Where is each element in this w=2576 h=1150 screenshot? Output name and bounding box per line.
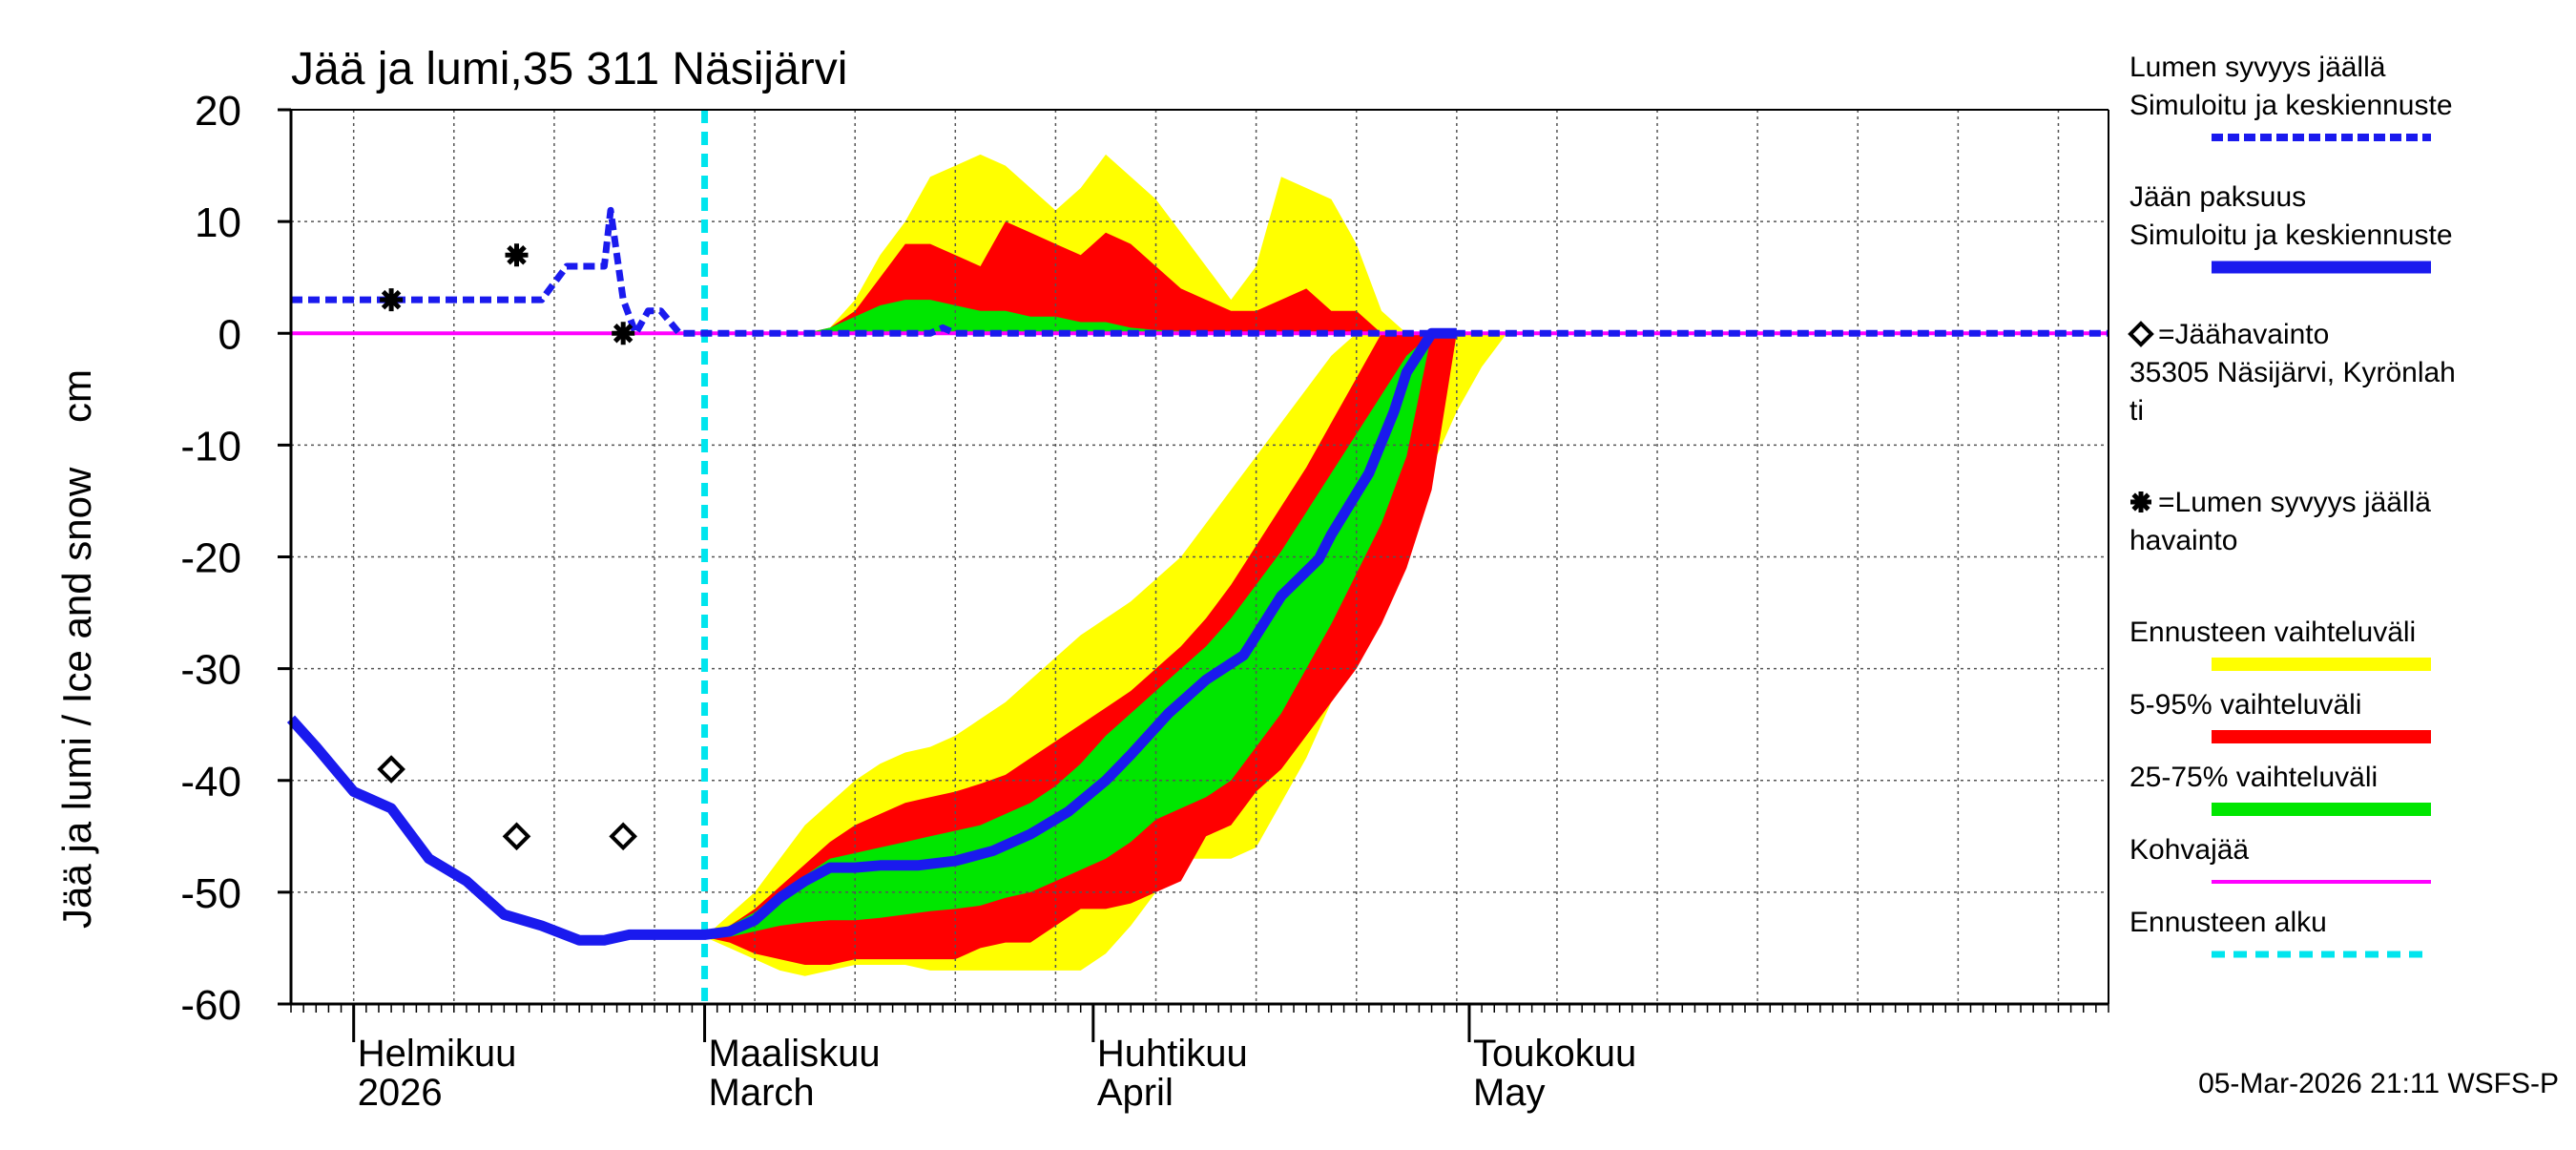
y-tick-label: 10 <box>195 199 241 246</box>
ice-observation-marker <box>609 822 637 851</box>
y-tick-label: -60 <box>180 982 241 1029</box>
snow-observation-marker <box>612 322 635 345</box>
legend-label-line3: ti <box>2129 395 2144 427</box>
snow-observation-marker <box>380 288 404 312</box>
forecast-bands <box>704 154 1507 976</box>
grid <box>291 109 2109 1005</box>
y-axis-label: Jää ja lumi / Ice and snow cm <box>54 369 99 929</box>
legend: Lumen syvyys jäällä Simuloitu ja keskienn… <box>2128 52 2456 958</box>
x-month-label: Toukokuu <box>1473 1033 1636 1075</box>
legend-label: 5-95% vaihteluväli <box>2129 689 2361 721</box>
legend-swatch-5-95 <box>2212 730 2431 743</box>
y-tick-label: -10 <box>180 423 241 470</box>
legend-label-line2: havainto <box>2129 525 2237 556</box>
y-tick-label: -50 <box>180 870 241 917</box>
y-tick-label: 0 <box>218 311 241 358</box>
legend-label: Ennusteen vaihteluväli <box>2129 617 2416 648</box>
timestamp-footer: 05-Mar-2026 21:11 WSFS-P <box>2198 1068 2559 1099</box>
x-month-label: Helmikuu <box>358 1033 517 1075</box>
legend-label: =Lumen syvyys jäällä <box>2158 487 2431 518</box>
legend-label: Jään paksuus <box>2129 181 2306 213</box>
y-tick-label: -20 <box>180 535 241 582</box>
x-month-sublabel: March <box>709 1072 815 1114</box>
ice-observation-marker <box>502 822 531 851</box>
x-month-sublabel: May <box>1473 1072 1546 1114</box>
legend-label-line2: 35305 Näsijärvi, Kyrönlah <box>2129 357 2456 388</box>
y-tick-label: 20 <box>195 88 241 135</box>
snow-observation-marker <box>505 243 529 267</box>
ice-thickness-line <box>286 327 1457 946</box>
legend-star-icon <box>2130 491 2151 512</box>
legend-label-line2: Simuloitu ja keskiennuste <box>2129 220 2453 251</box>
snow-band-5-95 <box>704 221 1381 334</box>
legend-diamond-icon <box>2128 321 2154 347</box>
legend-swatch-full-range <box>2212 658 2431 671</box>
legend-swatch-25-75 <box>2212 803 2431 816</box>
chart-title: Jää ja lumi,35 311 Näsijärvi <box>291 44 847 94</box>
legend-label: =Jäähavainto <box>2158 319 2329 350</box>
x-month-sublabel: 2026 <box>358 1072 443 1114</box>
ice-observation-marker <box>377 755 405 784</box>
y-tick-label: -30 <box>180 647 241 694</box>
x-month-sublabel: April <box>1097 1072 1174 1114</box>
x-month-label: Maaliskuu <box>709 1033 881 1075</box>
legend-label: Ennusteen alku <box>2129 907 2327 938</box>
snow-band-25-75 <box>704 300 1232 334</box>
series-lines <box>286 110 2109 1004</box>
legend-label-line2: Simuloitu ja keskiennuste <box>2129 90 2453 121</box>
legend-label: Kohvajää <box>2129 834 2249 866</box>
legend-label: 25-75% vaihteluväli <box>2129 762 2378 793</box>
snow-depth-line <box>291 206 2109 337</box>
legend-label: Lumen syvyys jäällä <box>2129 52 2386 83</box>
x-month-label: Huhtikuu <box>1097 1033 1248 1075</box>
y-tick-label: -40 <box>180 759 241 805</box>
